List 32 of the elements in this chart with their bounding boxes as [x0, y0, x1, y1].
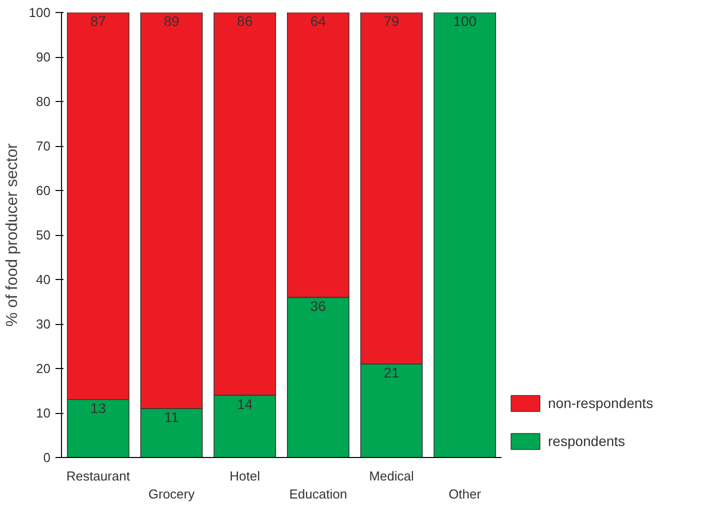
data-label: 89 — [164, 13, 180, 30]
x-tick-label: Grocery — [148, 486, 196, 502]
y-tick-label: 10 — [36, 406, 51, 420]
data-label: 86 — [237, 13, 253, 30]
data-label: 64 — [310, 13, 326, 30]
x-tick-label: Medical — [369, 468, 414, 484]
data-label: 87 — [90, 13, 106, 30]
data-label: 79 — [384, 13, 400, 30]
x-tick-label: Hotel — [230, 468, 260, 484]
bar — [434, 12, 496, 458]
y-tick-label: 50 — [36, 228, 51, 242]
y-tick-label: 0 — [43, 450, 51, 465]
legend-label: non-respondents — [548, 395, 654, 411]
data-label: 11 — [164, 409, 179, 426]
legend-label: respondents — [548, 433, 626, 449]
y-tick-label: 60 — [36, 183, 51, 198]
y-tick-label: 80 — [36, 94, 51, 109]
x-tick-label: Restaurant — [66, 468, 130, 484]
y-tick-label: 30 — [36, 316, 51, 332]
data-label: 21 — [384, 364, 400, 381]
y-axis-title: % of food producer sector — [4, 142, 21, 327]
y-tick-label: 20 — [36, 361, 51, 376]
y-tick-label: 100 — [28, 5, 51, 20]
data-label: 100 — [453, 13, 477, 30]
y-tick-label: 40 — [36, 272, 51, 287]
x-tick-label: Education — [289, 486, 348, 502]
x-tick-label: Other — [448, 486, 482, 502]
y-tick-label: 70 — [36, 138, 51, 154]
data-label: 13 — [90, 400, 106, 416]
data-label: 36 — [310, 298, 326, 314]
data-label: 14 — [237, 396, 253, 412]
y-tick-label: 90 — [36, 50, 51, 64]
